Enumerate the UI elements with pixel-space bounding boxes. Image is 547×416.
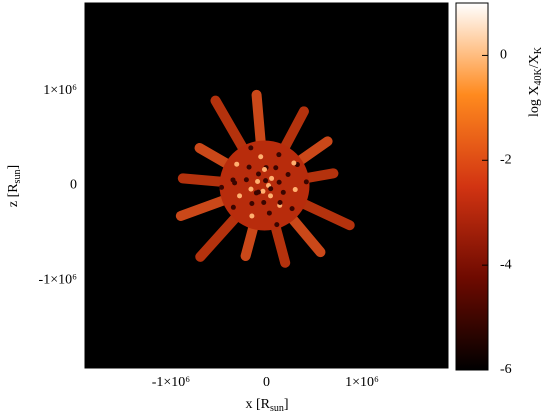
blob-dot bbox=[274, 222, 280, 228]
y-tick-label: 1×10⁶ bbox=[43, 83, 77, 98]
blob-dot bbox=[237, 193, 243, 199]
blob-dot bbox=[285, 172, 291, 178]
blob-dot bbox=[291, 160, 297, 166]
x-tick-label: 1×10⁶ bbox=[345, 375, 379, 390]
blob-dot bbox=[260, 188, 266, 194]
blob-dot bbox=[249, 213, 255, 219]
blob-dot bbox=[261, 199, 267, 205]
blob-dot bbox=[248, 186, 254, 192]
blob-dot bbox=[258, 154, 264, 160]
y-tick-label: -1×10⁶ bbox=[39, 272, 78, 287]
blob-dot bbox=[303, 179, 309, 185]
x-tick-label: -1×10⁶ bbox=[152, 375, 191, 390]
blob-dot bbox=[219, 184, 225, 190]
colorbar-label: log X40K/XK bbox=[527, 46, 544, 117]
blob-dot bbox=[292, 187, 298, 193]
blob-dot bbox=[280, 189, 286, 195]
colorbar-tick-label: 0 bbox=[500, 48, 507, 63]
blob-dot bbox=[268, 186, 274, 192]
blob-dot bbox=[255, 189, 261, 195]
blob-dot bbox=[273, 165, 279, 171]
blob-dot bbox=[276, 179, 282, 185]
x-tick-label: 0 bbox=[263, 375, 270, 390]
blob-dot bbox=[246, 164, 252, 170]
blob-core bbox=[219, 140, 310, 231]
blob-dot bbox=[263, 178, 269, 184]
colorbar-tick-label: -6 bbox=[500, 362, 512, 377]
colorbar-tick-label: -2 bbox=[500, 153, 512, 168]
blob-dot bbox=[262, 167, 267, 172]
blob-dot bbox=[232, 180, 238, 186]
blob-dot bbox=[289, 206, 295, 212]
blob-dot bbox=[276, 152, 282, 158]
blob-dot bbox=[243, 177, 249, 183]
blob-dot bbox=[255, 179, 261, 184]
x-axis-label: x [Rsun] bbox=[245, 397, 288, 414]
blob-dot bbox=[277, 199, 283, 205]
blob-dot bbox=[266, 210, 272, 216]
blob-dot bbox=[255, 171, 261, 177]
density-blob bbox=[175, 89, 355, 268]
colorbar bbox=[455, 2, 489, 371]
blob-dot bbox=[249, 201, 255, 207]
y-tick-label: 0 bbox=[70, 178, 77, 193]
y-axis-label: z [Rsun] bbox=[6, 165, 23, 207]
blob-dot bbox=[248, 145, 254, 151]
blob-dot bbox=[234, 161, 240, 167]
blob-dot bbox=[269, 175, 275, 181]
blob-dot bbox=[230, 204, 236, 210]
colorbar-tick-label: -4 bbox=[500, 257, 512, 272]
blob-dot bbox=[268, 193, 273, 199]
